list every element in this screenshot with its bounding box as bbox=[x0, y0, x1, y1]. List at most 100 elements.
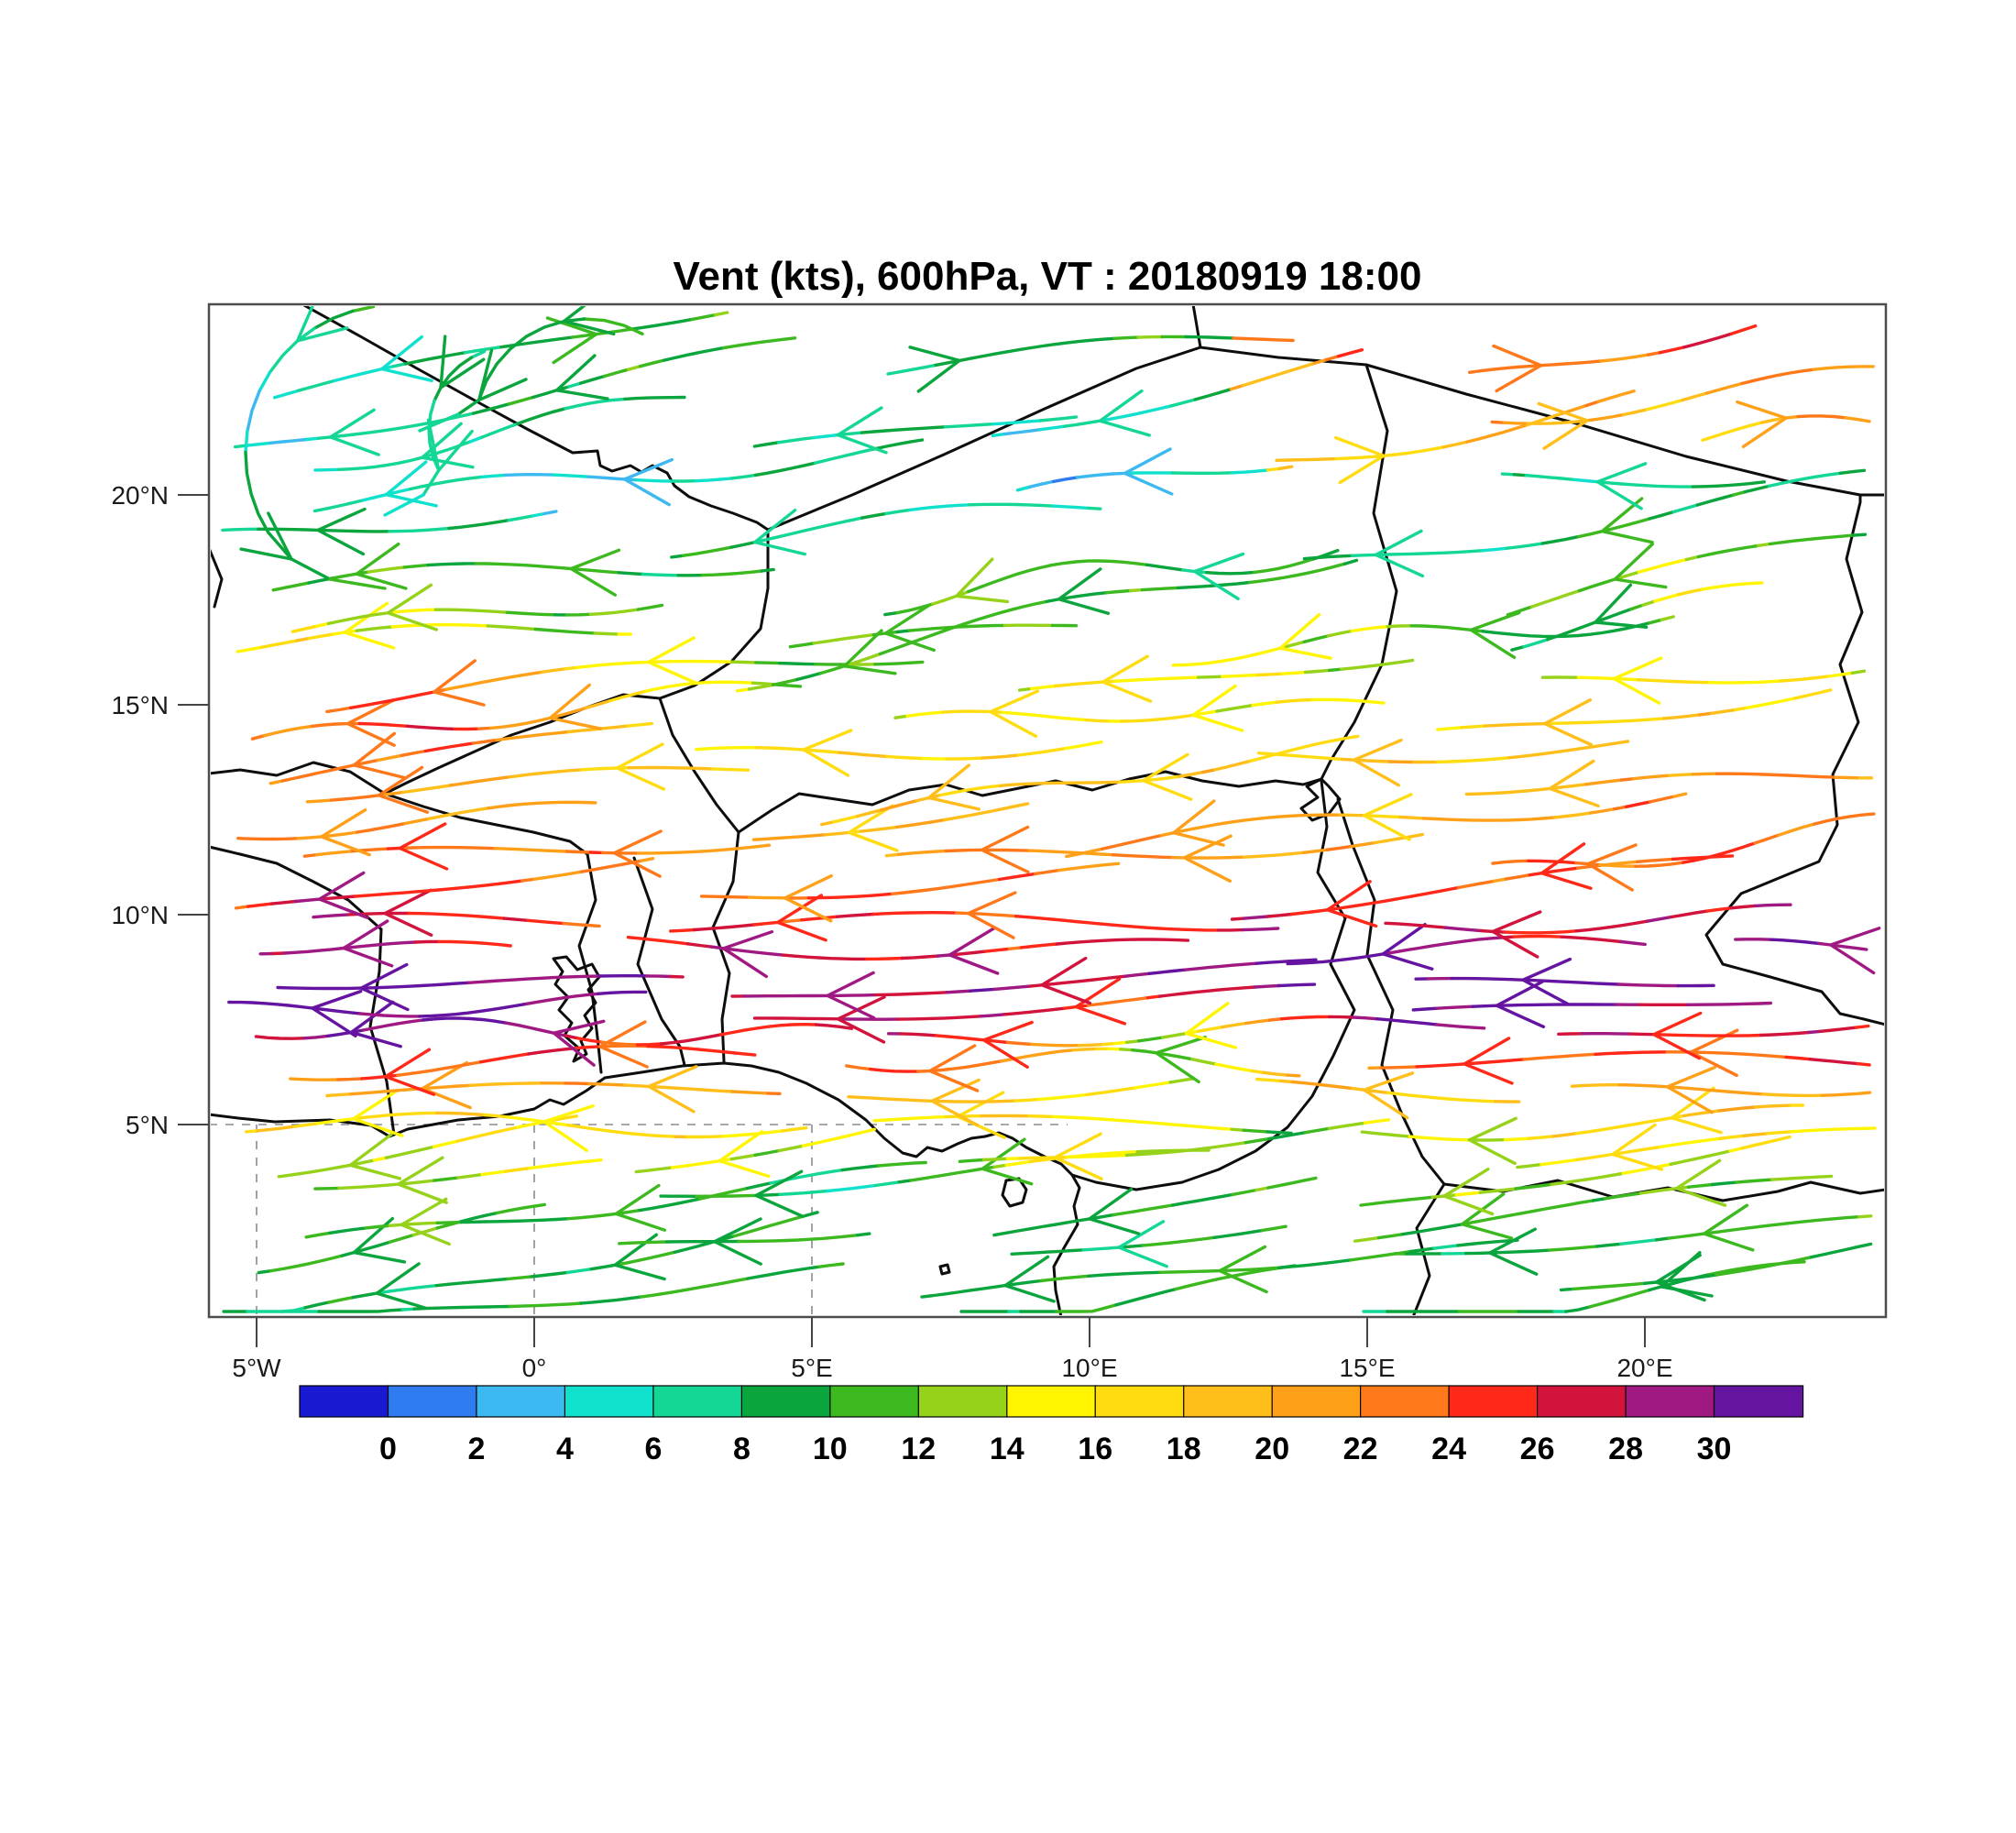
streamline bbox=[504, 1166, 531, 1173]
streamline bbox=[1710, 1180, 1738, 1187]
streamline bbox=[1339, 658, 1415, 671]
wind-arrowhead bbox=[718, 1130, 771, 1179]
streamline bbox=[1528, 866, 1580, 877]
streamline bbox=[407, 911, 506, 920]
streamline bbox=[991, 432, 1007, 437]
streamline bbox=[1707, 679, 1783, 685]
streamline bbox=[1570, 1083, 1622, 1088]
streamline bbox=[869, 1067, 920, 1073]
streamline bbox=[312, 499, 365, 513]
streamline bbox=[418, 412, 460, 433]
wind-arrowhead bbox=[380, 335, 433, 382]
streamline bbox=[742, 993, 877, 998]
streamline bbox=[1350, 625, 1389, 633]
streamline bbox=[981, 1157, 1010, 1162]
wind-arrowhead bbox=[1172, 799, 1225, 847]
streamline bbox=[1191, 709, 1219, 717]
streamline bbox=[1277, 1258, 1353, 1269]
streamline bbox=[435, 1111, 487, 1117]
streamline bbox=[753, 461, 817, 477]
streamline bbox=[1576, 675, 1640, 682]
streamline bbox=[634, 478, 674, 483]
wind-arrowhead bbox=[928, 1044, 980, 1092]
streamline bbox=[1400, 1223, 1464, 1236]
streamline bbox=[423, 741, 475, 753]
streamline bbox=[579, 766, 631, 772]
streamline bbox=[312, 913, 351, 919]
map-frame bbox=[207, 302, 1888, 1319]
streamline bbox=[872, 438, 925, 451]
wind-arrowhead bbox=[1003, 1255, 1056, 1303]
streamline bbox=[876, 1160, 927, 1168]
streamline bbox=[571, 327, 634, 339]
streamline bbox=[1817, 941, 1868, 951]
streamline bbox=[753, 1148, 781, 1157]
streamline bbox=[516, 407, 567, 425]
streamline bbox=[422, 399, 441, 497]
streamline bbox=[806, 892, 894, 900]
streamline bbox=[804, 1211, 819, 1218]
wind-arrowhead bbox=[721, 930, 774, 979]
wind-arrowhead bbox=[569, 548, 621, 597]
streamline bbox=[589, 1263, 617, 1271]
colorbar-level-label: 28 bbox=[1608, 1432, 1643, 1466]
streamline bbox=[1682, 1109, 1722, 1118]
streamline bbox=[427, 807, 490, 821]
wind-arrowhead bbox=[1040, 956, 1092, 1005]
streamline bbox=[1350, 549, 1485, 557]
streamline bbox=[1062, 419, 1102, 428]
streamline bbox=[884, 852, 901, 858]
streamline bbox=[997, 872, 1037, 882]
streamline bbox=[1193, 387, 1233, 401]
streamline bbox=[1171, 1192, 1234, 1207]
streamline bbox=[774, 683, 803, 688]
wind-arrowhead bbox=[1539, 842, 1593, 890]
wind-arrowhead bbox=[477, 348, 528, 402]
streamline bbox=[826, 1183, 877, 1193]
streamline bbox=[636, 843, 772, 855]
streamline bbox=[1705, 906, 1733, 913]
y-tick-label: 10°N bbox=[111, 901, 169, 929]
wind-arrowhead bbox=[377, 765, 430, 814]
streamline bbox=[1027, 849, 1115, 857]
streamline bbox=[246, 902, 274, 908]
streamline bbox=[1807, 1029, 1823, 1035]
wind-arrowhead bbox=[1057, 567, 1111, 615]
streamline bbox=[878, 599, 1049, 656]
wind-arrowhead bbox=[421, 1060, 472, 1110]
colorbar-level-label: 14 bbox=[990, 1432, 1024, 1466]
streamline bbox=[1731, 490, 1748, 497]
streamline bbox=[845, 1064, 872, 1071]
streamline bbox=[836, 431, 864, 437]
streamline bbox=[1685, 1001, 1772, 1006]
streamline bbox=[328, 577, 387, 590]
streamline bbox=[388, 1233, 415, 1244]
streamline bbox=[735, 687, 751, 693]
streamline bbox=[1684, 554, 1701, 562]
streamline bbox=[1686, 1182, 1715, 1189]
streamline bbox=[1793, 688, 1833, 700]
streamline bbox=[1742, 1132, 1769, 1137]
streamline bbox=[860, 511, 888, 520]
streamline bbox=[584, 699, 612, 710]
streamline bbox=[316, 1117, 356, 1125]
streamline bbox=[721, 336, 797, 350]
streamline bbox=[1339, 813, 1366, 818]
streamline bbox=[1007, 946, 1024, 950]
streamline bbox=[1028, 974, 1127, 988]
streamline bbox=[1575, 1145, 1662, 1162]
streamline bbox=[296, 830, 359, 840]
streamline bbox=[638, 1197, 701, 1213]
streamline bbox=[682, 545, 733, 557]
streamline bbox=[1260, 1224, 1287, 1233]
streamline bbox=[413, 939, 441, 944]
streamline bbox=[752, 920, 780, 927]
streamline bbox=[1015, 485, 1032, 492]
streamline bbox=[1384, 921, 1447, 929]
streamline bbox=[794, 671, 823, 682]
wind-arrowhead bbox=[545, 316, 598, 365]
wind-arrowhead bbox=[1463, 1037, 1514, 1085]
wind-arrowhead bbox=[613, 1233, 666, 1281]
streamline bbox=[921, 756, 948, 761]
streamline bbox=[662, 346, 726, 362]
